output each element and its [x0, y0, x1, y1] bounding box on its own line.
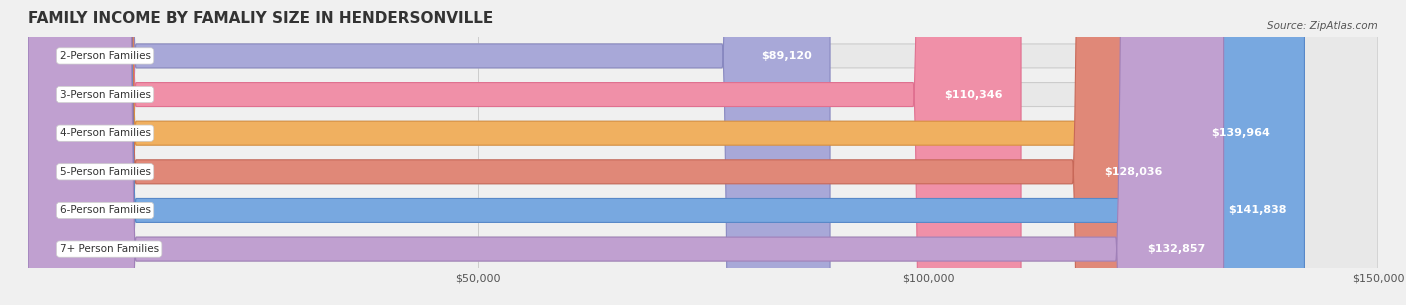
Text: 2-Person Families: 2-Person Families	[59, 51, 150, 61]
Text: $132,857: $132,857	[1147, 244, 1205, 254]
Text: $110,346: $110,346	[945, 90, 1002, 99]
FancyBboxPatch shape	[28, 0, 1378, 305]
FancyBboxPatch shape	[28, 0, 1305, 305]
Text: Source: ZipAtlas.com: Source: ZipAtlas.com	[1267, 21, 1378, 31]
FancyBboxPatch shape	[28, 0, 1288, 305]
Text: FAMILY INCOME BY FAMALIY SIZE IN HENDERSONVILLE: FAMILY INCOME BY FAMALIY SIZE IN HENDERS…	[28, 11, 494, 26]
Text: 5-Person Families: 5-Person Families	[59, 167, 150, 177]
Text: 4-Person Families: 4-Person Families	[59, 128, 150, 138]
FancyBboxPatch shape	[28, 0, 1180, 305]
FancyBboxPatch shape	[28, 0, 1378, 305]
Text: $139,964: $139,964	[1211, 128, 1270, 138]
FancyBboxPatch shape	[28, 0, 1378, 305]
FancyBboxPatch shape	[28, 0, 1378, 305]
Text: $89,120: $89,120	[761, 51, 813, 61]
Text: 7+ Person Families: 7+ Person Families	[59, 244, 159, 254]
Text: 3-Person Families: 3-Person Families	[59, 90, 150, 99]
Text: $141,838: $141,838	[1227, 206, 1286, 215]
Text: $128,036: $128,036	[1104, 167, 1163, 177]
FancyBboxPatch shape	[28, 0, 1378, 305]
Text: 6-Person Families: 6-Person Families	[59, 206, 150, 215]
FancyBboxPatch shape	[28, 0, 1378, 305]
FancyBboxPatch shape	[28, 0, 830, 305]
FancyBboxPatch shape	[28, 0, 1223, 305]
FancyBboxPatch shape	[28, 0, 1021, 305]
